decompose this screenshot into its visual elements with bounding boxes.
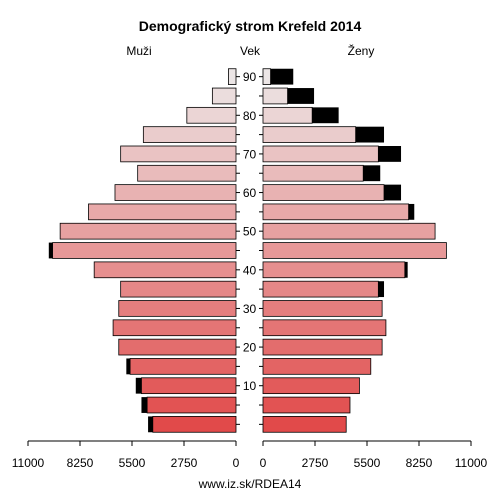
male-excess-bar-10-14 (135, 377, 142, 394)
female-bar-20-24 (262, 338, 383, 356)
female-bar-90+ (262, 68, 271, 85)
age-label: 10 (243, 379, 257, 393)
chart-title: Demografický strom Krefeld 2014 (139, 18, 362, 34)
male-excess-bar-0-4 (148, 416, 153, 433)
x-tick-label-right: 0 (260, 456, 267, 470)
age-label: 60 (243, 186, 257, 200)
male-bar-40-44 (93, 261, 237, 279)
male-bar-50-54 (59, 222, 237, 240)
male-bar-70-74 (120, 145, 237, 163)
male-bar-20-24 (118, 338, 237, 356)
age-label: 30 (243, 302, 257, 316)
female-excess-bar-60-64 (384, 184, 402, 201)
male-bar-60-64 (114, 184, 237, 201)
female-excess-bar-70-74 (378, 146, 402, 162)
male-bar-15-19 (129, 358, 237, 375)
age-axis-label: Vek (240, 44, 261, 58)
female-bar-85-89 (262, 87, 288, 105)
male-bar-30-34 (118, 300, 237, 317)
male-bar-35-39 (120, 280, 237, 298)
male-bar-80-84 (186, 106, 237, 124)
female-bar-25-29 (262, 319, 387, 337)
male-bar-0-4 (152, 416, 237, 433)
female-bar-35-39 (262, 280, 379, 298)
male-bar-55-59 (88, 203, 237, 221)
age-label: 20 (243, 341, 257, 355)
female-excess-bar-90+ (270, 68, 294, 85)
female-excess-bar-55-59 (408, 203, 415, 220)
male-bar-45-49 (52, 242, 237, 259)
female-bar-30-34 (262, 300, 383, 317)
age-label: 40 (243, 263, 257, 277)
male-bar-25-29 (112, 319, 237, 337)
x-tick-label-left: 8250 (67, 456, 94, 470)
female-bar-10-14 (262, 377, 360, 395)
female-bar-5-9 (262, 396, 351, 414)
male-bar-5-9 (146, 396, 237, 414)
x-tick-label-right: 5500 (354, 456, 381, 470)
x-tick-label-left: 5500 (119, 456, 146, 470)
male-excess-bar-45-49 (48, 242, 53, 259)
female-excess-bar-35-39 (378, 281, 385, 298)
male-bar-85-89 (211, 87, 237, 105)
age-label: 90 (243, 70, 257, 84)
female-bar-60-64 (262, 184, 385, 201)
female-bar-55-59 (262, 203, 410, 221)
male-bar-90+ (228, 68, 237, 85)
female-bar-0-4 (262, 416, 347, 433)
age-label: 50 (243, 225, 257, 239)
x-tick-label-left: 11000 (12, 456, 45, 470)
female-bar-70-74 (262, 145, 379, 163)
male-excess-bar-5-9 (141, 397, 148, 413)
female-bar-50-54 (262, 222, 436, 240)
female-excess-bar-80-84 (312, 107, 339, 124)
axes-group: 10 20 30 40 50 60 70 80 90 11000 8250 5500 2750 0 0 275… (12, 70, 488, 470)
x-tick-label-right: 11000 (455, 456, 488, 470)
x-tick-label-left: 0 (233, 456, 240, 470)
left-side-label: Muži (126, 44, 151, 58)
x-tick-label-right: 2750 (302, 456, 329, 470)
female-bar-40-44 (262, 261, 406, 279)
x-tick-label-right: 8250 (406, 456, 433, 470)
male-bar-10-14 (141, 377, 237, 395)
female-excess-bar-75-79 (355, 126, 385, 143)
x-tick-label-left: 2750 (171, 456, 198, 470)
female-bar-15-19 (262, 358, 372, 375)
female-excess-bar-65-69 (363, 165, 381, 182)
male-excess-bar-15-19 (126, 358, 131, 375)
female-excess-bar-40-44 (404, 261, 408, 278)
male-bar-75-79 (142, 126, 237, 143)
age-label: 80 (243, 109, 257, 123)
age-label: 70 (243, 147, 257, 161)
female-bar-45-49 (262, 242, 447, 259)
source-footer[interactable]: www.iz.sk/RDEA14 (198, 477, 302, 491)
female-bar-65-69 (262, 164, 364, 182)
female-bar-75-79 (262, 126, 357, 143)
bars-group (48, 68, 447, 433)
male-bar-65-69 (137, 164, 237, 182)
right-side-label: Ženy (348, 43, 375, 58)
female-excess-bar-85-89 (287, 88, 315, 104)
female-bar-80-84 (262, 106, 313, 124)
